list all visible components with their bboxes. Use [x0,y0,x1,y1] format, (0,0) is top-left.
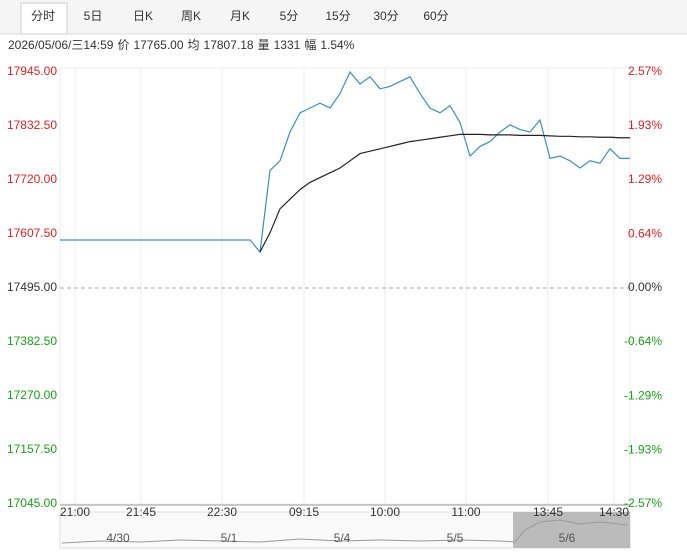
info-datetime: 2026/05/06/三14:59 [8,38,114,52]
navigator-window[interactable] [513,512,630,548]
y-tick-label: 17607.50 [7,226,57,240]
x-tick-label: 13:45 [533,505,563,519]
y2-tick-label: 1.29% [628,172,662,186]
tab[interactable]: 60分 [423,9,448,23]
tab[interactable]: 周K [181,9,201,23]
y-tick-label: 17832.50 [7,118,57,132]
navigator-label: 5/5 [447,531,464,545]
tab[interactable]: 5日 [84,9,103,23]
info-avg: 17807.18 [204,38,254,52]
y2-tick-label: -0.64% [624,334,662,348]
x-tick-label: 21:00 [60,505,90,519]
navigator-label: 5/6 [559,531,576,545]
x-tick-label: 14:30 [599,505,629,519]
x-tick-label: 09:15 [289,505,319,519]
tab[interactable]: 日K [133,9,153,23]
y-tick-label: 17045.00 [7,496,57,510]
tab-active [20,2,68,35]
navigator-preview [61,519,629,544]
info-price-label: 价 [117,38,129,52]
info-volume-label: 量 [258,38,270,52]
y-tick-label: 17495.00 [7,280,57,294]
price-line [259,133,630,253]
y-tick-label: 17720.00 [7,172,57,186]
info-range-label: 幅 [304,37,316,52]
tab[interactable]: 月K [230,9,250,23]
y2-tick-label: 0.00% [628,280,662,294]
y2-tick-label: 2.57% [628,64,662,78]
plot-frame [59,67,631,505]
y2-tick-label: -1.93% [624,442,662,456]
tab[interactable]: 30分 [373,9,398,23]
x-tick-label: 10:00 [370,505,400,519]
y2-tick-label: -2.57% [624,496,662,510]
navigator-label: 4/30 [106,531,130,545]
info-avg-label: 均 [188,38,200,52]
tab[interactable]: 5分 [280,9,299,23]
y-tick-label: 17382.50 [7,334,57,348]
info-price: 17765.00 [133,38,183,52]
info-range: 1.54% [320,38,354,52]
info-volume: 1331 [274,38,301,52]
tab[interactable]: 分时 [31,9,55,23]
y2-tick-label: 1.93% [628,118,662,132]
tab-bar [0,0,687,34]
navigator-label: 5/4 [334,531,351,545]
y-tick-label: 17270.00 [7,388,57,402]
tab[interactable]: 15分 [325,9,350,23]
y2-tick-label: 0.64% [628,226,662,240]
navigator-label: 5/1 [221,531,238,545]
y-tick-label: 17157.50 [7,442,57,456]
x-tick-label: 22:30 [207,505,237,519]
y2-tick-label: -1.29% [624,389,662,403]
info-line: 2026/05/06/三14:59 价 17765.00 均 17807.18 量 1331… [8,37,355,52]
price-line [60,70,630,254]
x-tick-label: 11:00 [451,505,480,519]
y-tick-label: 17945.00 [7,64,57,78]
x-tick-label: 21:45 [126,505,156,519]
